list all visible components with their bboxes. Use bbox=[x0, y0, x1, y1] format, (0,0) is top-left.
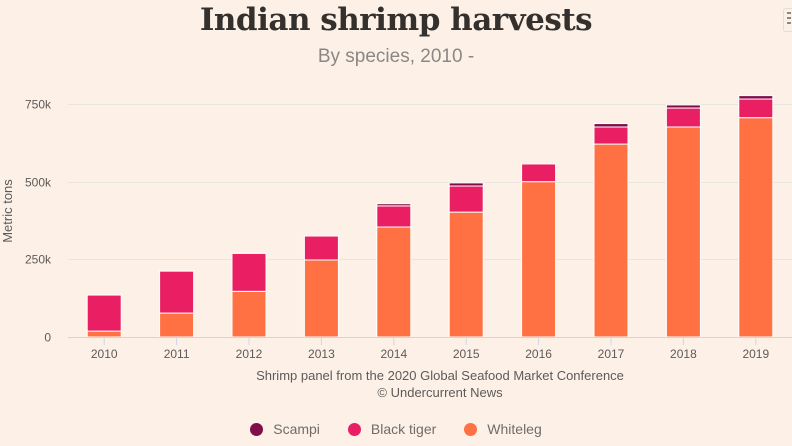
x-tick-label: 2011 bbox=[164, 347, 190, 361]
bar-black-tiger-2016[interactable] bbox=[521, 163, 557, 183]
x-tick-label: 2010 bbox=[91, 347, 118, 361]
bar-black-tiger-2014[interactable] bbox=[376, 205, 412, 228]
legend-label: Scampi bbox=[273, 421, 320, 437]
y-tick-label: 750k bbox=[25, 98, 52, 112]
bar-scampi-2019[interactable] bbox=[738, 95, 774, 100]
legend-marker-icon bbox=[250, 422, 264, 436]
bar-black-tiger-2012[interactable] bbox=[231, 252, 267, 292]
x-tick-label: 2019 bbox=[742, 347, 769, 361]
bar-scampi-2017[interactable] bbox=[593, 123, 629, 128]
bar-whiteleg-2010[interactable] bbox=[86, 330, 122, 338]
legend-marker-icon bbox=[464, 422, 478, 436]
legend-item-black-tiger[interactable]: Black tiger bbox=[347, 421, 437, 437]
bar-whiteleg-2013[interactable] bbox=[303, 259, 339, 338]
legend-item-scampi[interactable]: Scampi bbox=[250, 421, 320, 437]
chart-subtitle: By species, 2010 - bbox=[317, 46, 475, 67]
bar-black-tiger-2018[interactable] bbox=[665, 107, 701, 128]
bar-whiteleg-2014[interactable] bbox=[376, 226, 412, 338]
bar-black-tiger-2013[interactable] bbox=[303, 235, 339, 261]
bar-black-tiger-2011[interactable] bbox=[159, 270, 195, 314]
x-tick-label: 2014 bbox=[380, 347, 407, 361]
x-tick-label: 2015 bbox=[453, 347, 480, 361]
hamburger-menu-icon[interactable] bbox=[783, 8, 792, 32]
x-tick-label: 2016 bbox=[525, 347, 552, 361]
x-tick-label: 2013 bbox=[308, 347, 335, 361]
legend-marker-icon bbox=[347, 422, 361, 436]
bar-whiteleg-2018[interactable] bbox=[665, 126, 701, 338]
bar-whiteleg-2016[interactable] bbox=[521, 181, 557, 338]
bar-scampi-2015[interactable] bbox=[448, 182, 484, 187]
bar-black-tiger-2017[interactable] bbox=[593, 126, 629, 145]
y-tick-label: 0 bbox=[44, 331, 51, 345]
bars bbox=[86, 95, 774, 338]
credit-source: Shrimp panel from the 2020 Global Seafoo… bbox=[256, 368, 624, 383]
y-tick-label: 250k bbox=[25, 253, 52, 267]
legend-item-whiteleg[interactable]: Whiteleg bbox=[464, 421, 542, 437]
bar-whiteleg-2011[interactable] bbox=[159, 312, 195, 338]
bar-black-tiger-2010[interactable] bbox=[86, 294, 122, 332]
bar-black-tiger-2015[interactable] bbox=[448, 185, 484, 213]
bar-whiteleg-2012[interactable] bbox=[231, 290, 267, 338]
y-tick-label: 500k bbox=[25, 176, 52, 190]
bar-black-tiger-2019[interactable] bbox=[738, 98, 774, 119]
x-tick-label: 2018 bbox=[670, 347, 697, 361]
bar-scampi-2014[interactable] bbox=[376, 203, 412, 207]
legend-label: Whiteleg bbox=[487, 421, 542, 437]
y-axis-label: Metric tons bbox=[0, 179, 15, 243]
chart-title: Indian shrimp harvests bbox=[199, 2, 593, 38]
x-axis-ticks: 2010 2011 2012 2013 2014 2015 2016 2017 2018 2019 bbox=[91, 337, 769, 361]
bar-scampi-2018[interactable] bbox=[665, 104, 701, 109]
x-tick-label: 2012 bbox=[236, 347, 263, 361]
credit-copyright: © Undercurrent News bbox=[377, 385, 503, 400]
y-axis-ticks: 0 250k 500k 750k bbox=[25, 98, 52, 345]
bar-whiteleg-2017[interactable] bbox=[593, 143, 629, 338]
x-tick-label: 2017 bbox=[598, 347, 625, 361]
legend: Scampi Black tiger Whiteleg bbox=[0, 421, 792, 437]
legend-label: Black tiger bbox=[370, 421, 437, 437]
bar-whiteleg-2015[interactable] bbox=[448, 211, 484, 338]
bar-whiteleg-2019[interactable] bbox=[738, 117, 774, 338]
